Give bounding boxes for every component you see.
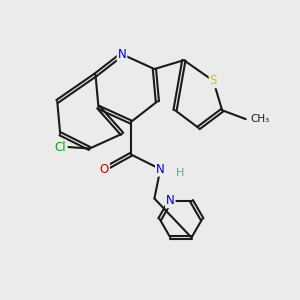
Text: N: N xyxy=(156,163,165,176)
Text: N: N xyxy=(166,194,175,207)
Text: S: S xyxy=(210,74,217,87)
Text: Cl: Cl xyxy=(54,141,66,154)
Text: H: H xyxy=(176,168,184,178)
Text: CH₃: CH₃ xyxy=(250,114,269,124)
Text: N: N xyxy=(118,48,126,61)
Text: O: O xyxy=(100,163,109,176)
